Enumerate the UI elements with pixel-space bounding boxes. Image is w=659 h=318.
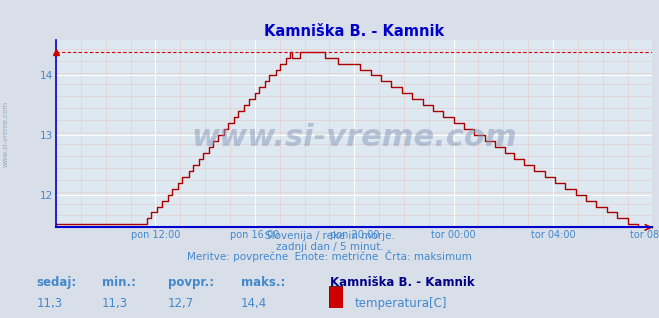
- Text: povpr.:: povpr.:: [168, 276, 214, 289]
- Text: maks.:: maks.:: [241, 276, 285, 289]
- Text: 12,7: 12,7: [168, 297, 194, 310]
- Text: Slovenija / reke in morje.: Slovenija / reke in morje.: [264, 231, 395, 241]
- Text: temperatura[C]: temperatura[C]: [355, 297, 447, 310]
- Text: 11,3: 11,3: [36, 297, 63, 310]
- Text: 11,3: 11,3: [102, 297, 129, 310]
- Text: www.si-vreme.com: www.si-vreme.com: [2, 100, 9, 167]
- Text: zadnji dan / 5 minut.: zadnji dan / 5 minut.: [275, 242, 384, 252]
- Text: 14,4: 14,4: [241, 297, 267, 310]
- Text: min.:: min.:: [102, 276, 136, 289]
- Title: Kamniška B. - Kamnik: Kamniška B. - Kamnik: [264, 24, 444, 38]
- Text: Meritve: povprečne  Enote: metrične  Črta: maksimum: Meritve: povprečne Enote: metrične Črta:…: [187, 250, 472, 262]
- Text: www.si-vreme.com: www.si-vreme.com: [191, 123, 517, 152]
- Text: sedaj:: sedaj:: [36, 276, 76, 289]
- Text: Kamniška B. - Kamnik: Kamniška B. - Kamnik: [330, 276, 474, 289]
